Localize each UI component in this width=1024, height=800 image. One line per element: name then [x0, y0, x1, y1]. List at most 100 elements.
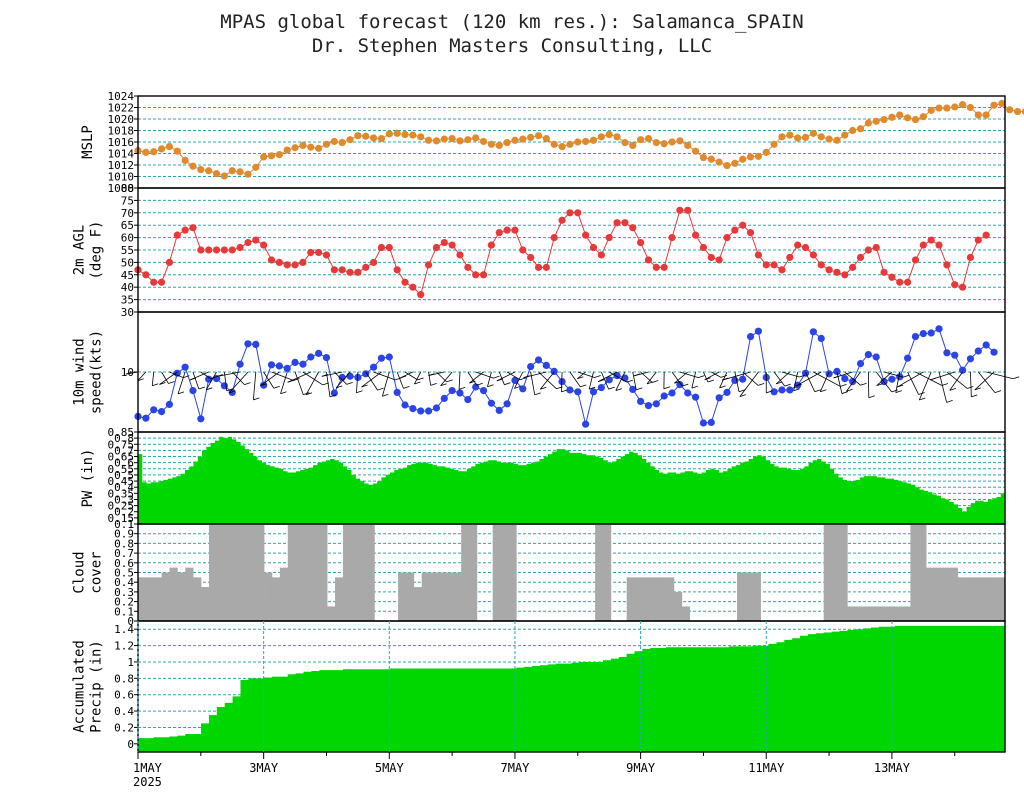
wind-point: [605, 376, 613, 384]
wind-barb: [382, 393, 389, 397]
temp-point: [354, 268, 362, 276]
wind-barb: [487, 384, 494, 388]
mslp-point: [904, 114, 912, 122]
cloud-ytick-label: 0.1: [114, 605, 134, 618]
cloud-bar: [603, 524, 612, 621]
wind-point: [542, 361, 550, 369]
mslp-point: [228, 167, 236, 175]
wind-point: [299, 360, 307, 368]
temp-point: [440, 238, 448, 247]
wind-barb: [860, 382, 867, 386]
mslp-point: [252, 163, 260, 171]
temp-ytick-label: 70: [121, 207, 134, 220]
pw-ytick-label: 0.25: [108, 500, 135, 513]
wind-barb: [875, 371, 893, 393]
wind-point: [362, 370, 370, 378]
wind-point: [228, 388, 236, 396]
mslp-point: [385, 130, 393, 138]
cloud-bar: [634, 577, 643, 621]
wind-barb: [458, 387, 466, 390]
wind-point: [385, 353, 393, 361]
mslp-point: [322, 140, 331, 148]
mslp-point: [809, 129, 817, 137]
cloud-bar: [823, 524, 832, 621]
mslp-point: [330, 137, 338, 146]
temp-point: [165, 258, 174, 266]
wind-point: [448, 387, 456, 395]
temp-point: [966, 253, 975, 262]
wind-barb: [776, 381, 783, 385]
wind-barb: [895, 371, 901, 393]
mslp-point: [354, 132, 362, 140]
wind-barb: [793, 371, 799, 391]
cloud-bar: [224, 524, 233, 621]
wind-ylabel: 10m wind: [72, 338, 88, 405]
mslp-point: [958, 101, 967, 109]
wind-point: [723, 388, 731, 396]
wind-barb: [663, 386, 671, 390]
mslp-point: [684, 141, 692, 150]
wind-barb: [226, 388, 233, 392]
wind-barb: [487, 371, 492, 387]
cloud-bar: [918, 524, 927, 621]
pw-ytick-label: 0.35: [108, 487, 135, 500]
temp-point: [982, 231, 990, 239]
wind-point: [322, 354, 331, 362]
wind-barb: [329, 394, 337, 398]
cloud-bar: [650, 577, 659, 621]
mslp-point: [676, 137, 684, 145]
temp-ytick-label: 65: [121, 219, 134, 232]
temp-point: [621, 219, 629, 227]
mslp-ytick-label: 1024: [108, 90, 135, 103]
temp-point: [896, 278, 904, 286]
mslp-point: [236, 168, 244, 176]
wind-barb: [414, 381, 421, 385]
cloud-ytick-label: 0.3: [114, 586, 134, 599]
wind-barb: [305, 392, 313, 396]
wind-point: [401, 401, 409, 409]
wind-point: [825, 370, 833, 378]
cloud-ytick-label: 0.9: [114, 528, 134, 541]
wind-point: [817, 334, 825, 342]
mslp-point: [919, 113, 927, 121]
temp-point: [849, 263, 857, 271]
cloud-bar: [429, 572, 438, 621]
x-year-label: 2025: [133, 775, 162, 789]
wind-barb: [356, 390, 363, 394]
cloud-bar: [469, 524, 478, 621]
wind-barb: [377, 387, 384, 391]
temp-point: [362, 263, 370, 271]
cloud-bar: [508, 524, 517, 621]
temp-point: [801, 243, 810, 252]
wind-barb: [766, 390, 773, 394]
mslp-point: [299, 141, 307, 150]
wind-point: [377, 354, 386, 362]
wind-barb: [895, 390, 902, 393]
mslp-point: [150, 148, 158, 156]
temp-point: [958, 283, 967, 291]
mslp-point: [260, 153, 268, 161]
wind-barb: [446, 379, 453, 383]
chart-title-line2: Dr. Stephen Masters Consulting, LLC: [311, 35, 713, 57]
pw-ytick-label: 0.4: [114, 481, 134, 494]
wind-barb: [396, 371, 404, 389]
wind-point: [707, 418, 715, 426]
wind-barb: [967, 386, 974, 389]
cloud-bar: [335, 577, 344, 621]
wind-point: [393, 388, 401, 396]
pw-ytick-label: 0.2: [114, 506, 134, 519]
temp-point: [385, 243, 393, 252]
mslp-point: [1013, 107, 1022, 116]
wind-barb: [205, 371, 217, 391]
wind-point: [699, 419, 708, 427]
wind-barb: [919, 397, 926, 401]
cloud-bar: [744, 572, 754, 621]
temp-point: [212, 246, 221, 254]
wind-barb: [493, 375, 500, 379]
cloud-bar: [295, 524, 304, 621]
wind-barb: [868, 395, 875, 399]
temp-ytick-label: 50: [121, 256, 134, 269]
wind-barb: [467, 371, 478, 386]
wind-barb: [577, 371, 595, 378]
mslp-point: [605, 130, 613, 139]
